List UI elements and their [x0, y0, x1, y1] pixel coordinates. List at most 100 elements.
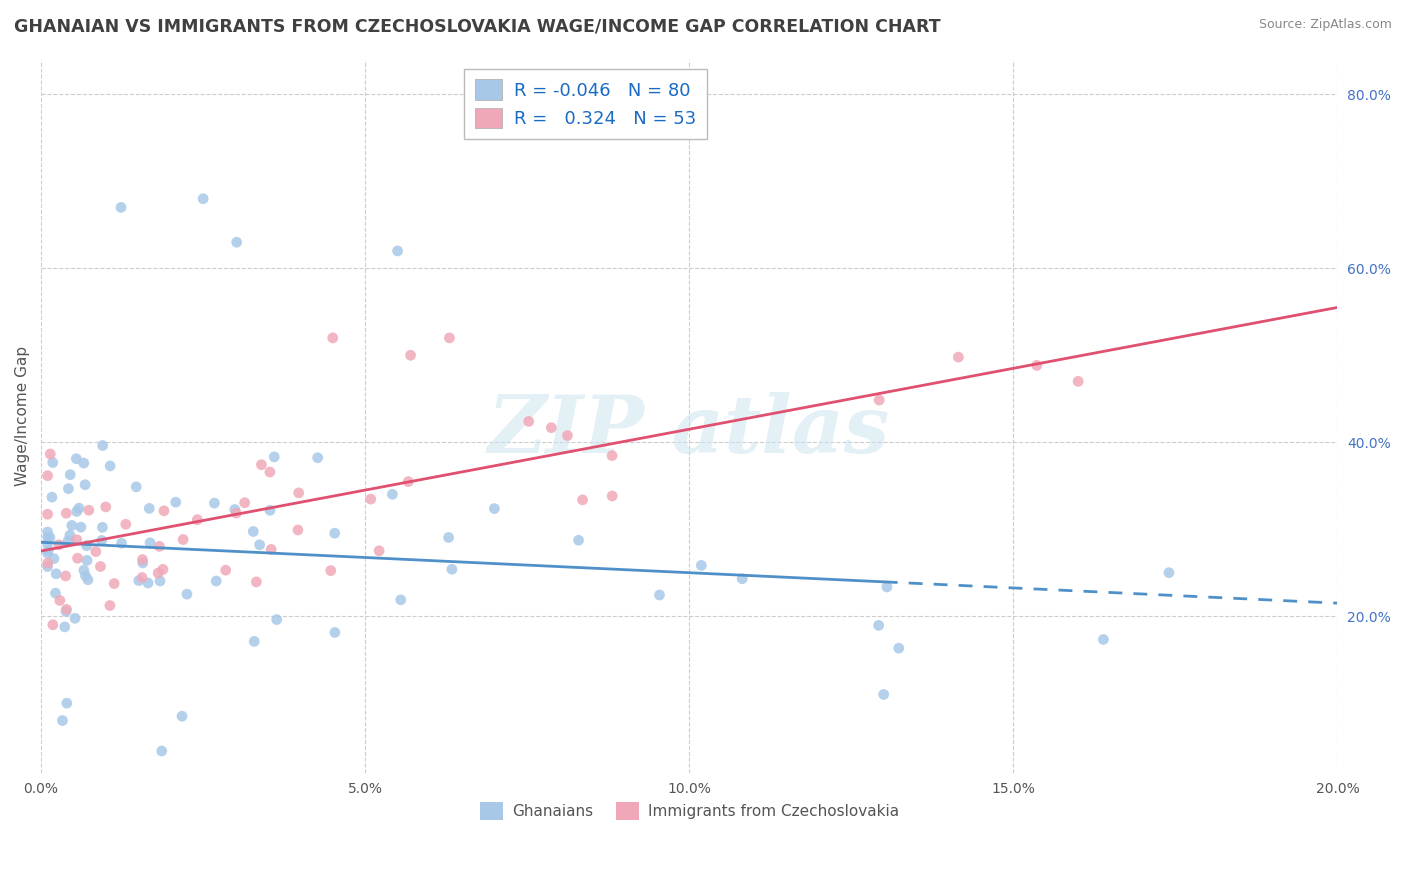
Point	[45, 566, 67, 581]
Point	[540, 421, 562, 435]
Point	[876, 580, 898, 594]
Y-axis label: Wage/Income Gap: Wage/Income Gap	[15, 346, 30, 486]
Point	[389, 592, 412, 607]
Point	[243, 634, 266, 648]
Point	[65, 451, 87, 466]
Point	[868, 618, 890, 632]
Point	[76, 539, 98, 553]
Point	[37, 543, 59, 558]
Point	[1092, 632, 1115, 647]
Point	[648, 588, 671, 602]
Point	[396, 475, 419, 489]
Point	[37, 468, 59, 483]
Point	[91, 439, 114, 453]
Point	[41, 490, 63, 504]
Point	[266, 613, 288, 627]
Point	[59, 528, 82, 542]
Text: ZIP atlas: ZIP atlas	[488, 392, 890, 469]
Point	[66, 504, 89, 518]
Point	[172, 533, 194, 547]
Point	[94, 500, 117, 514]
Point	[98, 599, 121, 613]
Text: GHANAIAN VS IMMIGRANTS FROM CZECHOSLOVAKIA WAGE/INCOME GAP CORRELATION CHART: GHANAIAN VS IMMIGRANTS FROM CZECHOSLOVAK…	[14, 18, 941, 36]
Point	[37, 507, 59, 521]
Point	[387, 244, 409, 258]
Point	[287, 486, 309, 500]
Point	[225, 235, 247, 250]
Point	[53, 620, 76, 634]
Point	[233, 496, 256, 510]
Point	[37, 559, 59, 574]
Point	[67, 501, 90, 516]
Point	[259, 503, 281, 517]
Point	[110, 201, 132, 215]
Point	[287, 523, 309, 537]
Point	[165, 495, 187, 509]
Point	[39, 447, 62, 461]
Point	[1025, 359, 1047, 373]
Point	[138, 501, 160, 516]
Point	[146, 566, 169, 580]
Point	[42, 551, 65, 566]
Point	[131, 570, 153, 584]
Point	[440, 562, 463, 576]
Point	[368, 543, 391, 558]
Point	[152, 562, 174, 576]
Point	[319, 564, 342, 578]
Point	[176, 587, 198, 601]
Point	[37, 531, 59, 545]
Point	[242, 524, 264, 539]
Point	[51, 714, 73, 728]
Point	[48, 538, 70, 552]
Point	[249, 538, 271, 552]
Point	[91, 520, 114, 534]
Point	[323, 625, 346, 640]
Point	[517, 414, 540, 428]
Point	[103, 576, 125, 591]
Point	[948, 350, 970, 364]
Point	[245, 574, 267, 589]
Point	[439, 331, 461, 345]
Point	[84, 544, 107, 558]
Point	[66, 533, 89, 547]
Point	[873, 688, 896, 702]
Point	[60, 518, 83, 533]
Point	[131, 552, 153, 566]
Point	[128, 574, 150, 588]
Legend: Ghanaians, Immigrants from Czechoslovakia: Ghanaians, Immigrants from Czechoslovaki…	[474, 796, 905, 826]
Point	[224, 502, 246, 516]
Point	[110, 536, 132, 550]
Point	[55, 569, 77, 583]
Point	[73, 456, 96, 470]
Point	[77, 503, 100, 517]
Point	[77, 573, 100, 587]
Point	[136, 576, 159, 591]
Point	[250, 458, 273, 472]
Point	[37, 536, 59, 550]
Point	[225, 506, 247, 520]
Point	[70, 520, 93, 534]
Point	[75, 477, 97, 491]
Point	[205, 574, 228, 588]
Point	[215, 563, 238, 577]
Point	[58, 482, 80, 496]
Point	[37, 556, 59, 570]
Point	[600, 449, 623, 463]
Point	[56, 533, 79, 548]
Point	[484, 501, 506, 516]
Point	[55, 605, 77, 619]
Point	[259, 465, 281, 479]
Point	[37, 546, 59, 560]
Point	[1157, 566, 1180, 580]
Point	[49, 593, 72, 607]
Point	[148, 540, 170, 554]
Point	[399, 348, 422, 362]
Point	[55, 696, 77, 710]
Point	[600, 489, 623, 503]
Point	[690, 558, 713, 573]
Point	[202, 496, 225, 510]
Point	[55, 506, 77, 520]
Point	[66, 551, 89, 566]
Point	[73, 563, 96, 577]
Point	[260, 542, 283, 557]
